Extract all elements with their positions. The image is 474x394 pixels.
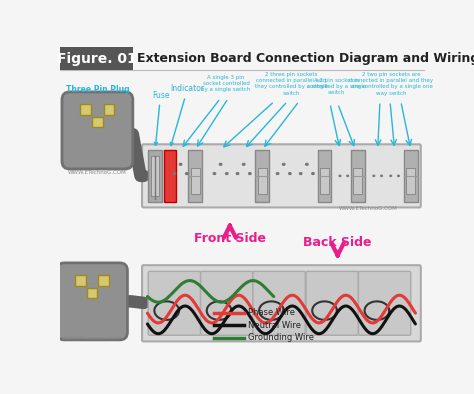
Bar	[257, 168, 267, 194]
FancyBboxPatch shape	[358, 271, 411, 335]
Bar	[188, 150, 202, 202]
FancyBboxPatch shape	[306, 271, 358, 335]
Bar	[148, 150, 162, 202]
Bar	[92, 117, 103, 127]
Bar	[103, 104, 114, 115]
Ellipse shape	[311, 172, 315, 175]
Text: Neutral Wire: Neutral Wire	[247, 321, 301, 330]
Ellipse shape	[397, 175, 400, 177]
Ellipse shape	[173, 172, 176, 175]
Text: WWW.ETechnoG.COM: WWW.ETechnoG.COM	[62, 336, 120, 341]
Ellipse shape	[179, 163, 182, 166]
Ellipse shape	[276, 172, 280, 175]
Bar	[164, 150, 176, 202]
Bar	[318, 150, 331, 202]
FancyBboxPatch shape	[201, 271, 253, 335]
Text: Phase Wire: Phase Wire	[247, 309, 294, 318]
Text: Front Side: Front Side	[194, 232, 266, 245]
Text: WWW.ETechnoG.COM: WWW.ETechnoG.COM	[339, 206, 398, 212]
Bar	[255, 150, 269, 202]
Bar	[406, 168, 415, 194]
Text: Extension Board Connection Diagram and Wiring: Extension Board Connection Diagram and W…	[137, 52, 474, 65]
Bar	[75, 275, 86, 286]
Bar	[87, 288, 97, 298]
Ellipse shape	[346, 175, 349, 177]
Ellipse shape	[282, 163, 286, 166]
Text: 2 three pin sockets
connected in parallel and
they controlled by a single
switch: 2 three pin sockets connected in paralle…	[255, 72, 328, 95]
Ellipse shape	[242, 163, 246, 166]
Text: Grounding Wire: Grounding Wire	[247, 333, 313, 342]
Text: 2 two pin sockets are
connected in parallel and they
are controlled by a single : 2 two pin sockets are connected in paral…	[349, 72, 434, 95]
Text: A single 3 pin
socket controlled
by a single switch: A single 3 pin socket controlled by a si…	[201, 75, 251, 93]
FancyBboxPatch shape	[142, 144, 421, 207]
Ellipse shape	[248, 172, 252, 175]
Text: Figure. 01: Figure. 01	[57, 52, 137, 66]
Bar	[351, 150, 365, 202]
FancyBboxPatch shape	[148, 271, 201, 335]
Bar	[191, 168, 200, 194]
Ellipse shape	[299, 172, 302, 175]
FancyBboxPatch shape	[56, 263, 128, 340]
Text: WWW.ETechnoG.COM: WWW.ETechnoG.COM	[68, 169, 127, 175]
Ellipse shape	[372, 175, 375, 177]
Ellipse shape	[212, 172, 216, 175]
Ellipse shape	[225, 172, 228, 175]
Ellipse shape	[185, 172, 189, 175]
Bar	[404, 150, 418, 202]
Ellipse shape	[219, 163, 222, 166]
Ellipse shape	[389, 175, 392, 177]
FancyBboxPatch shape	[62, 92, 133, 169]
Text: Fuse: Fuse	[152, 91, 169, 145]
Ellipse shape	[380, 175, 383, 177]
Text: Indicator: Indicator	[170, 84, 205, 145]
Text: A 2 pin socket is
controlled by a single
switch: A 2 pin socket is controlled by a single…	[307, 78, 365, 95]
Bar	[60, 47, 133, 71]
Bar	[151, 156, 159, 196]
FancyBboxPatch shape	[253, 271, 305, 335]
Bar	[353, 168, 362, 194]
Bar	[320, 168, 329, 194]
Bar	[81, 104, 91, 115]
Text: Back Side: Back Side	[303, 236, 372, 249]
Ellipse shape	[305, 163, 309, 166]
Text: Three Pin Plug: Three Pin Plug	[65, 85, 129, 94]
Ellipse shape	[236, 172, 239, 175]
Bar	[98, 275, 109, 286]
Ellipse shape	[288, 172, 292, 175]
FancyBboxPatch shape	[142, 265, 421, 342]
Ellipse shape	[338, 175, 341, 177]
